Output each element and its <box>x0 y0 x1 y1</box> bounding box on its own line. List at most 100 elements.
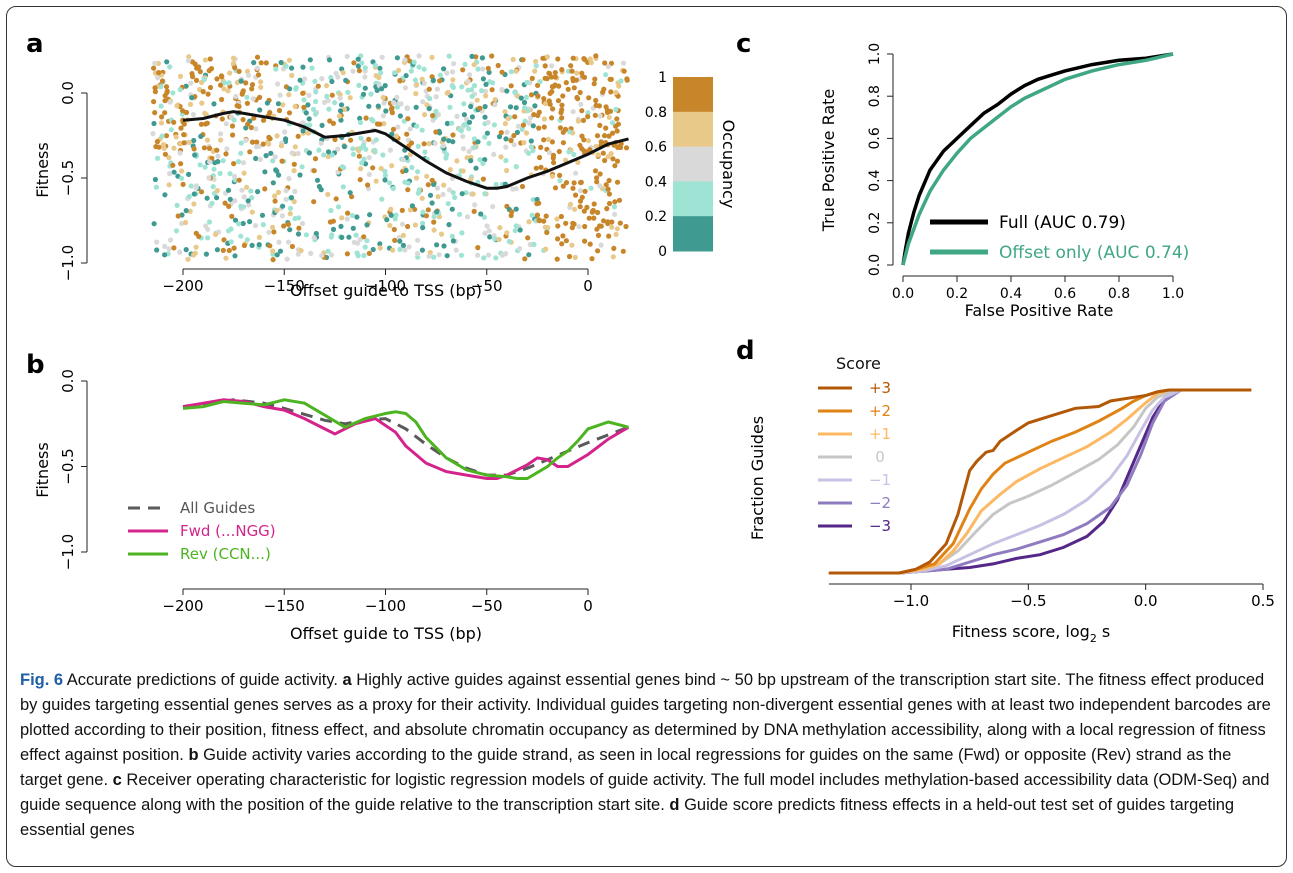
guide-point <box>241 194 247 200</box>
guide-point <box>241 242 247 249</box>
guide-point <box>201 145 207 151</box>
guide-point <box>263 153 269 159</box>
panel-label-c: c <box>736 29 751 59</box>
guide-point <box>230 55 237 61</box>
guide-point <box>464 214 471 220</box>
guide-point <box>162 93 168 99</box>
guide-point <box>340 70 346 76</box>
guide-point <box>591 201 597 207</box>
guide-point <box>305 130 311 136</box>
guide-point <box>249 242 255 248</box>
panel-b-legend: All Guides Fwd (...NGG) Rev (CCN...) <box>128 499 276 563</box>
guide-point <box>324 93 330 99</box>
cdf-line <box>828 388 1252 575</box>
guide-point <box>213 231 219 237</box>
guide-point <box>206 175 212 181</box>
guide-point <box>613 231 619 237</box>
guide-point <box>468 103 474 110</box>
guide-point <box>462 61 468 67</box>
guide-point <box>183 247 189 253</box>
guide-point <box>177 87 183 93</box>
panel-b-axes: −200 −150 −100 −50 0 0.0 −0.5 −1.0 <box>59 369 593 615</box>
guide-point <box>603 182 609 188</box>
y-tick-label: 0.0 <box>59 81 77 105</box>
y-tick-label: 0.8 <box>867 85 883 107</box>
guide-point <box>289 243 295 250</box>
y-tick-label: 0.2 <box>867 212 883 234</box>
legend-label: −3 <box>869 517 891 535</box>
guide-point <box>332 136 338 143</box>
guide-point <box>226 80 232 86</box>
guide-point <box>593 143 599 149</box>
guide-point <box>160 142 166 148</box>
guide-point <box>612 199 618 205</box>
guide-point <box>356 82 362 88</box>
guide-point <box>475 139 481 145</box>
guide-point <box>173 228 180 234</box>
guide-point <box>421 80 427 86</box>
guide-point <box>461 122 467 128</box>
guide-point <box>345 210 351 216</box>
guide-point <box>159 114 165 120</box>
guide-point <box>615 121 622 127</box>
guide-point <box>308 250 314 256</box>
guide-point <box>543 213 549 219</box>
guide-point <box>471 136 477 142</box>
guide-point <box>543 101 549 107</box>
guide-point <box>497 225 503 231</box>
guide-point <box>358 145 364 151</box>
guide-point <box>357 177 363 183</box>
guide-point <box>504 230 510 236</box>
guide-point <box>408 140 415 146</box>
guide-point <box>164 88 170 94</box>
guide-point <box>192 61 198 67</box>
guide-point <box>457 211 463 217</box>
guide-point <box>520 122 527 128</box>
guide-point <box>312 111 319 117</box>
guide-point <box>449 233 455 239</box>
legend-label: +2 <box>869 402 891 420</box>
guide-point <box>202 110 208 116</box>
guide-point <box>529 212 535 218</box>
guide-point <box>393 133 399 139</box>
guide-point <box>224 146 230 152</box>
guide-point <box>474 97 480 103</box>
guide-point <box>504 167 510 174</box>
guide-point <box>325 154 331 160</box>
panel-c-ylabel: True Positive Rate <box>819 89 838 233</box>
guide-point <box>595 232 602 238</box>
panel-b-xlabel: Offset guide to TSS (bp) <box>290 624 482 643</box>
guide-point <box>415 237 421 243</box>
guide-point <box>214 188 220 194</box>
panel-c-legend: Full (AUC 0.79) Offset only (AUC 0.74) <box>930 213 1189 263</box>
guide-point <box>299 164 305 170</box>
x-tick-label: −200 <box>162 277 203 295</box>
guide-point <box>389 163 395 169</box>
guide-point <box>577 89 583 96</box>
guide-point <box>166 182 172 188</box>
guide-point <box>283 63 289 69</box>
y-tick-label: −0.5 <box>59 160 77 196</box>
guide-point <box>407 207 413 213</box>
guide-point <box>597 113 603 119</box>
guide-point <box>486 228 492 234</box>
guide-point <box>366 103 372 109</box>
guide-point <box>186 171 192 177</box>
guide-point <box>565 86 571 92</box>
guide-point <box>454 113 460 119</box>
guide-point <box>256 234 262 240</box>
guide-point <box>594 175 600 181</box>
guide-point <box>223 255 229 261</box>
guide-point <box>364 222 370 228</box>
guide-point <box>483 88 489 94</box>
guide-point <box>171 145 177 151</box>
guide-point <box>286 57 292 63</box>
guide-point <box>504 129 510 135</box>
guide-point <box>233 93 239 100</box>
guide-point <box>225 88 231 94</box>
guide-point <box>368 91 374 97</box>
panel-c-roc: 0.0 0.2 0.4 0.6 0.8 1.0 0.0 0.2 0.4 0.6 0.8 1.0 Fal… <box>819 43 1189 320</box>
guide-point <box>390 247 396 253</box>
guide-point <box>200 89 206 95</box>
x-tick-label: −50 <box>471 597 503 615</box>
